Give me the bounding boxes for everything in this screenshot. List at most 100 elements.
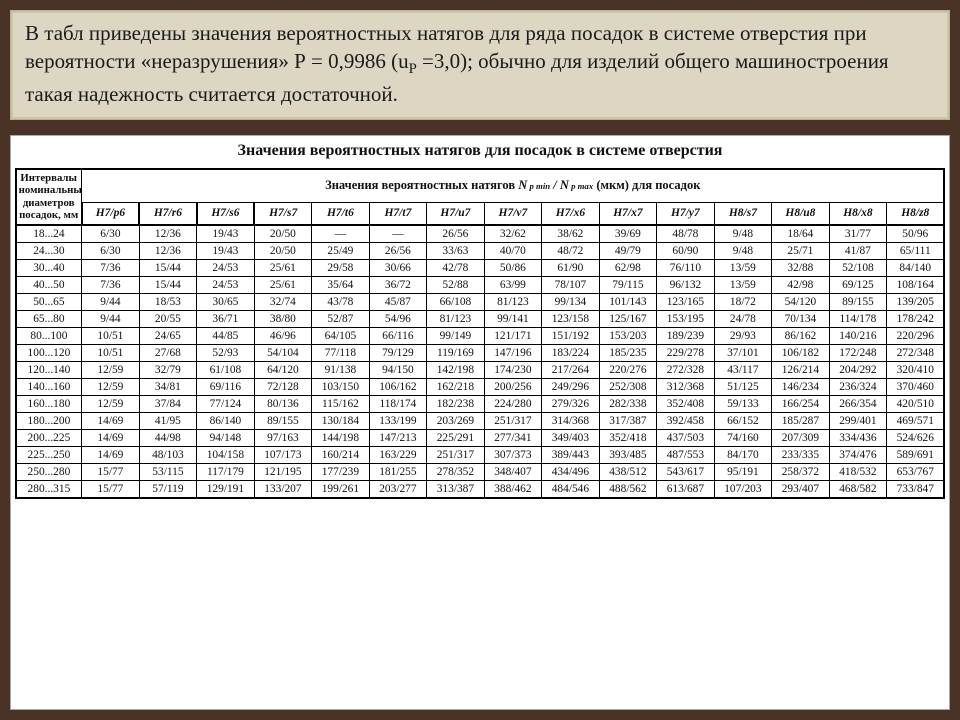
data-cell: 80/136 (254, 395, 312, 412)
data-cell: 130/184 (312, 412, 370, 429)
data-cell: 266/354 (829, 395, 887, 412)
data-cell: 349/403 (542, 429, 600, 446)
data-cell: 217/264 (542, 361, 600, 378)
data-cell: 52/108 (829, 259, 887, 276)
fit-header: H7/v7 (484, 202, 542, 225)
data-cell: 15/77 (82, 463, 140, 480)
data-cell: 220/296 (887, 327, 945, 344)
data-cell: 89/155 (829, 293, 887, 310)
data-cell: 60/90 (657, 242, 715, 259)
data-cell: 185/287 (772, 412, 830, 429)
data-cell: 26/56 (427, 225, 485, 243)
data-cell: 30/65 (197, 293, 255, 310)
data-cell: 272/348 (887, 344, 945, 361)
data-cell: 653/767 (887, 463, 945, 480)
data-cell: 104/158 (197, 446, 255, 463)
data-cell: 61/108 (197, 361, 255, 378)
data-cell: 54/96 (369, 310, 427, 327)
data-cell: 6/30 (82, 242, 140, 259)
data-cell: 320/410 (887, 361, 945, 378)
data-cell: 313/387 (427, 480, 485, 498)
data-cell: 233/335 (772, 446, 830, 463)
data-cell: 123/158 (542, 310, 600, 327)
data-cell: 38/80 (254, 310, 312, 327)
data-cell: 182/238 (427, 395, 485, 412)
data-cell: 115/162 (312, 395, 370, 412)
data-cell: 81/123 (427, 310, 485, 327)
fit-header: H7/s6 (197, 202, 255, 225)
data-cell: 20/50 (254, 225, 312, 243)
data-cell: 225/291 (427, 429, 485, 446)
data-cell: 69/125 (829, 276, 887, 293)
data-cell: 174/230 (484, 361, 542, 378)
data-cell: 76/110 (657, 259, 715, 276)
fit-header: H7/y7 (657, 202, 715, 225)
data-cell: 420/510 (887, 395, 945, 412)
data-cell: 172/248 (829, 344, 887, 361)
data-cell: 59/133 (714, 395, 772, 412)
range-cell: 140...160 (16, 378, 82, 395)
range-cell: 250...280 (16, 463, 82, 480)
data-cell: 220/276 (599, 361, 657, 378)
data-cell: 32/88 (772, 259, 830, 276)
data-cell: 139/205 (887, 293, 945, 310)
data-cell: 63/99 (484, 276, 542, 293)
data-cell: 34/81 (139, 378, 197, 395)
data-cell: 282/338 (599, 395, 657, 412)
data-cell: 278/352 (427, 463, 485, 480)
fit-header: H7/r6 (139, 202, 197, 225)
data-cell: 733/847 (887, 480, 945, 498)
data-cell: 52/93 (197, 344, 255, 361)
data-cell: 183/224 (542, 344, 600, 361)
data-cell: 77/118 (312, 344, 370, 361)
data-cell: — (369, 225, 427, 243)
data-cell: 65/111 (887, 242, 945, 259)
data-cell: 166/254 (772, 395, 830, 412)
data-cell: 36/71 (197, 310, 255, 327)
data-cell: 151/192 (542, 327, 600, 344)
data-cell: 50/96 (887, 225, 945, 243)
data-cell: 77/124 (197, 395, 255, 412)
data-cell: 252/308 (599, 378, 657, 395)
data-cell: 468/582 (829, 480, 887, 498)
data-cell: 374/476 (829, 446, 887, 463)
data-cell: 27/68 (139, 344, 197, 361)
data-cell: 32/79 (139, 361, 197, 378)
data-cell: 94/148 (197, 429, 255, 446)
data-cell: 52/88 (427, 276, 485, 293)
data-cell: 418/532 (829, 463, 887, 480)
data-cell: 33/63 (427, 242, 485, 259)
data-cell: 352/408 (657, 395, 715, 412)
data-cell: 10/51 (82, 327, 140, 344)
data-cell: 13/59 (714, 276, 772, 293)
data-cell: 15/44 (139, 276, 197, 293)
range-cell: 18...24 (16, 225, 82, 243)
data-cell: 44/98 (139, 429, 197, 446)
data-cell: 203/277 (369, 480, 427, 498)
data-cell: 36/72 (369, 276, 427, 293)
data-cell: 249/296 (542, 378, 600, 395)
data-cell: 52/87 (312, 310, 370, 327)
range-cell: 180...200 (16, 412, 82, 429)
data-cell: 352/418 (599, 429, 657, 446)
data-cell: 37/84 (139, 395, 197, 412)
data-cell: 114/178 (829, 310, 887, 327)
data-cell: 91/138 (312, 361, 370, 378)
data-cell: 224/280 (484, 395, 542, 412)
data-cell: 200/256 (484, 378, 542, 395)
data-cell: 153/203 (599, 327, 657, 344)
data-cell: 119/169 (427, 344, 485, 361)
table-caption: Значения вероятностных натягов для посад… (11, 136, 949, 164)
data-cell: 50/86 (484, 259, 542, 276)
fit-header: H7/x7 (599, 202, 657, 225)
fit-header: H7/u7 (427, 202, 485, 225)
data-cell: 106/182 (772, 344, 830, 361)
data-cell: 79/129 (369, 344, 427, 361)
data-cell: 48/103 (139, 446, 197, 463)
data-cell: 51/125 (714, 378, 772, 395)
data-cell: 272/328 (657, 361, 715, 378)
data-cell: 13/59 (714, 259, 772, 276)
data-cell: 64/120 (254, 361, 312, 378)
data-cell: 49/79 (599, 242, 657, 259)
data-cell: 72/128 (254, 378, 312, 395)
